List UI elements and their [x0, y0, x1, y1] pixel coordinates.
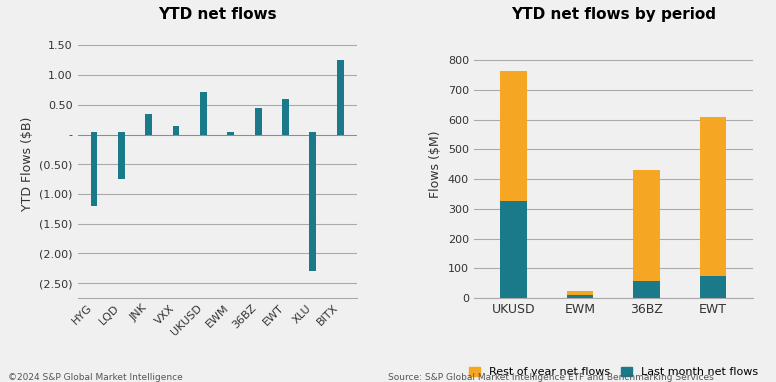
Title: YTD net flows: YTD net flows: [158, 7, 276, 23]
Bar: [501, 71, 527, 201]
Bar: [310, 131, 317, 271]
Bar: [145, 114, 152, 134]
Text: ©2024 S&P Global Market Intelligence: ©2024 S&P Global Market Intelligence: [8, 373, 182, 382]
Bar: [227, 131, 234, 134]
Bar: [700, 117, 726, 276]
Y-axis label: Flows ($M): Flows ($M): [429, 131, 442, 198]
Bar: [566, 291, 594, 295]
Bar: [172, 126, 179, 134]
Bar: [700, 276, 726, 298]
Y-axis label: YTD Flows ($B): YTD Flows ($B): [21, 117, 33, 212]
Bar: [501, 201, 527, 298]
Bar: [633, 281, 660, 298]
Bar: [118, 131, 125, 179]
Bar: [91, 131, 98, 206]
Legend: Rest of year net flows, Last month net flows: Rest of year net flows, Last month net f…: [464, 363, 762, 382]
Bar: [200, 92, 207, 134]
Bar: [633, 170, 660, 281]
Title: YTD net flows by period: YTD net flows by period: [511, 7, 715, 23]
Bar: [337, 60, 344, 134]
Bar: [282, 99, 289, 134]
Bar: [566, 295, 594, 298]
Bar: [255, 108, 262, 134]
Text: Source: S&P Global Market Intelligence ETF and Benchmarking Services: Source: S&P Global Market Intelligence E…: [388, 373, 714, 382]
